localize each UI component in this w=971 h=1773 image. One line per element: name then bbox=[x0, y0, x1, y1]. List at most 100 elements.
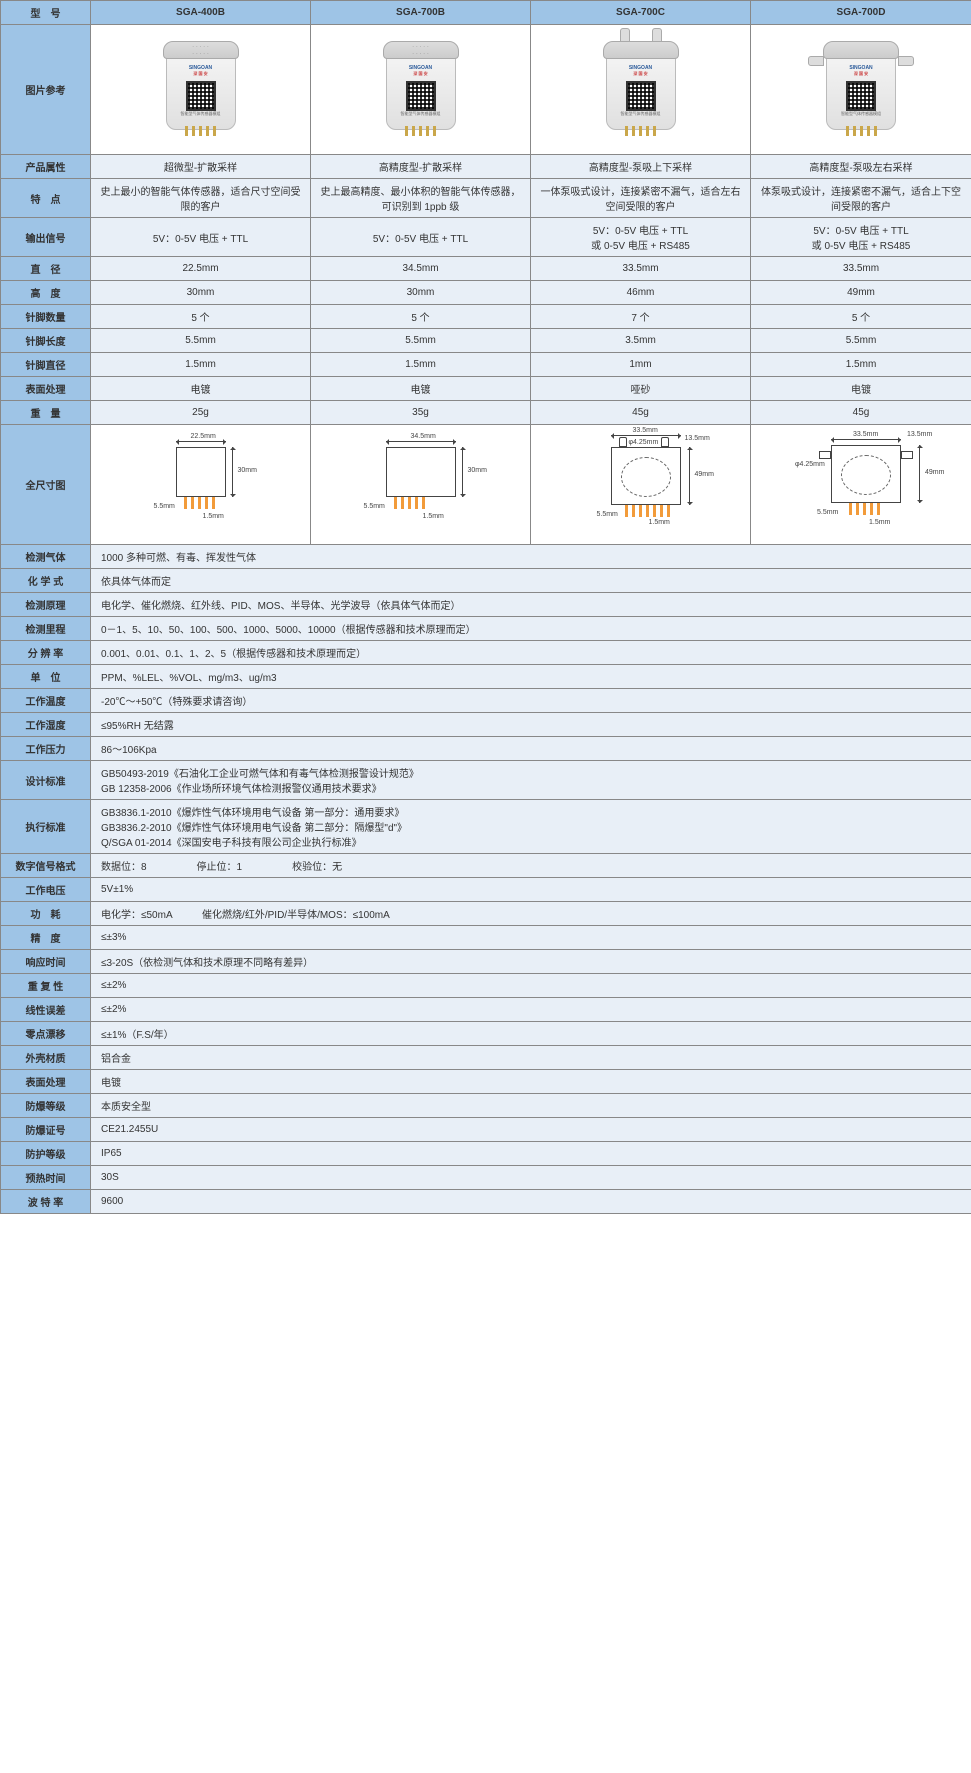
val-shared-23: IP65 bbox=[91, 1142, 971, 1166]
val-shared-1: 依具体气体而定 bbox=[91, 569, 971, 593]
label-shared-7: 工作湿度 bbox=[1, 713, 91, 737]
val-shared-9: GB50493-2019《石油化工企业可燃气体和有毒气体检测报警设计规范》GB … bbox=[91, 761, 971, 800]
val-cmp-7-1: 1.5mm bbox=[311, 353, 531, 377]
val-cmp-4-3: 49mm bbox=[751, 281, 971, 305]
label-image: 图片参考 bbox=[1, 25, 91, 155]
val-cmp-0-3: 高精度型-泵吸左右采样 bbox=[751, 155, 971, 179]
val-shared-22: CE21.2455U bbox=[91, 1118, 971, 1142]
label-dimension: 全尺寸图 bbox=[1, 425, 91, 545]
label-cmp-8: 表面处理 bbox=[1, 377, 91, 401]
model-header-0: SGA-400B bbox=[91, 1, 311, 25]
val-cmp-3-1: 34.5mm bbox=[311, 257, 531, 281]
label-shared-8: 工作压力 bbox=[1, 737, 91, 761]
val-shared-7: ≤95%RH 无结露 bbox=[91, 713, 971, 737]
val-cmp-1-1: 史上最高精度、最小体积的智能气体传感器，可识别到 1ppb 级 bbox=[311, 179, 531, 218]
dim-cell-1: 34.5mm 30mm 5.5mm 1.5mm bbox=[311, 425, 531, 545]
val-cmp-5-2: 7 个 bbox=[531, 305, 751, 329]
image-cell-2: SINGOAN深 国 安 智能型气体传感器模组 bbox=[531, 25, 751, 155]
label-cmp-4: 高 度 bbox=[1, 281, 91, 305]
label-shared-15: 响应时间 bbox=[1, 950, 91, 974]
label-shared-16: 重 复 性 bbox=[1, 974, 91, 998]
dim-cell-2: 33.5mm φ4.25mm 13.5mm 49mm 5.5mm 1.5mm bbox=[531, 425, 751, 545]
val-cmp-7-2: 1mm bbox=[531, 353, 751, 377]
product-image-1: SINGOAN深 国 安 智能型气体传感器模组 bbox=[386, 50, 456, 130]
val-shared-14: ≤±3% bbox=[91, 926, 971, 950]
val-cmp-3-3: 33.5mm bbox=[751, 257, 971, 281]
val-shared-11: 数据位：8 停止位：1 校验位：无 bbox=[91, 854, 971, 878]
val-cmp-6-0: 5.5mm bbox=[91, 329, 311, 353]
val-cmp-9-1: 35g bbox=[311, 401, 531, 425]
val-cmp-8-3: 电镀 bbox=[751, 377, 971, 401]
val-shared-3: 0－1、5、10、50、100、500、1000、5000、10000（根据传感… bbox=[91, 617, 971, 641]
image-cell-3: SINGOAN深 国 安 智能型气体传感器模组 bbox=[751, 25, 971, 155]
dim-cell-3: 33.5mm 13.5mm φ4.25mm 49mm 5.5mm 1.5mm bbox=[751, 425, 971, 545]
label-shared-20: 表面处理 bbox=[1, 1070, 91, 1094]
label-shared-18: 零点漂移 bbox=[1, 1022, 91, 1046]
product-image-0: SINGOAN深 国 安 智能型气体传感器模组 bbox=[166, 50, 236, 130]
val-cmp-2-2: 5V：0-5V 电压 + TTL或 0-5V 电压 + RS485 bbox=[531, 218, 751, 257]
val-cmp-8-0: 电镀 bbox=[91, 377, 311, 401]
val-cmp-7-3: 1.5mm bbox=[751, 353, 971, 377]
label-cmp-7: 针脚直径 bbox=[1, 353, 91, 377]
label-model: 型 号 bbox=[1, 1, 91, 25]
val-shared-5: PPM、%LEL、%VOL、mg/m3、ug/m3 bbox=[91, 665, 971, 689]
val-shared-16: ≤±2% bbox=[91, 974, 971, 998]
val-shared-6: -20℃～+50℃（特殊要求请咨询） bbox=[91, 689, 971, 713]
val-cmp-4-1: 30mm bbox=[311, 281, 531, 305]
product-image-2: SINGOAN深 国 安 智能型气体传感器模组 bbox=[606, 50, 676, 130]
val-cmp-5-1: 5 个 bbox=[311, 305, 531, 329]
val-shared-19: 铝合金 bbox=[91, 1046, 971, 1070]
label-shared-19: 外壳材质 bbox=[1, 1046, 91, 1070]
val-cmp-2-3: 5V：0-5V 电压 + TTL或 0-5V 电压 + RS485 bbox=[751, 218, 971, 257]
label-cmp-2: 输出信号 bbox=[1, 218, 91, 257]
label-shared-2: 检测原理 bbox=[1, 593, 91, 617]
label-cmp-3: 直 径 bbox=[1, 257, 91, 281]
label-shared-9: 设计标准 bbox=[1, 761, 91, 800]
val-shared-25: 9600 bbox=[91, 1190, 971, 1214]
val-shared-0: 1000 多种可燃、有毒、挥发性气体 bbox=[91, 545, 971, 569]
label-shared-24: 预热时间 bbox=[1, 1166, 91, 1190]
model-header-3: SGA-700D bbox=[751, 1, 971, 25]
val-shared-4: 0.001、0.01、0.1、1、2、5（根据传感器和技术原理而定） bbox=[91, 641, 971, 665]
val-cmp-6-3: 5.5mm bbox=[751, 329, 971, 353]
val-shared-8: 86～106Kpa bbox=[91, 737, 971, 761]
spec-table: 型 号SGA-400BSGA-700BSGA-700CSGA-700D图片参考 … bbox=[0, 0, 971, 1214]
dim-cell-0: 22.5mm 30mm 5.5mm 1.5mm bbox=[91, 425, 311, 545]
image-cell-0: SINGOAN深 国 安 智能型气体传感器模组 bbox=[91, 25, 311, 155]
label-cmp-9: 重 量 bbox=[1, 401, 91, 425]
val-shared-24: 30S bbox=[91, 1166, 971, 1190]
label-shared-4: 分 辨 率 bbox=[1, 641, 91, 665]
val-cmp-4-2: 46mm bbox=[531, 281, 751, 305]
val-cmp-5-0: 5 个 bbox=[91, 305, 311, 329]
label-shared-10: 执行标准 bbox=[1, 800, 91, 854]
label-cmp-1: 特 点 bbox=[1, 179, 91, 218]
label-shared-6: 工作温度 bbox=[1, 689, 91, 713]
val-cmp-0-1: 高精度型-扩散采样 bbox=[311, 155, 531, 179]
val-cmp-1-3: 体泵吸式设计，连接紧密不漏气，适合上下空间受限的客户 bbox=[751, 179, 971, 218]
label-shared-13: 功 耗 bbox=[1, 902, 91, 926]
val-cmp-6-1: 5.5mm bbox=[311, 329, 531, 353]
product-image-3: SINGOAN深 国 安 智能型气体传感器模组 bbox=[826, 50, 896, 130]
label-shared-0: 检测气体 bbox=[1, 545, 91, 569]
label-shared-14: 精 度 bbox=[1, 926, 91, 950]
val-shared-18: ≤±1%（F.S/年） bbox=[91, 1022, 971, 1046]
label-shared-17: 线性误差 bbox=[1, 998, 91, 1022]
label-shared-25: 波 特 率 bbox=[1, 1190, 91, 1214]
val-cmp-2-1: 5V：0-5V 电压 + TTL bbox=[311, 218, 531, 257]
val-shared-13: 电化学：≤50mA 催化燃烧/红外/PID/半导体/MOS：≤100mA bbox=[91, 902, 971, 926]
label-shared-22: 防爆证号 bbox=[1, 1118, 91, 1142]
val-shared-21: 本质安全型 bbox=[91, 1094, 971, 1118]
val-cmp-6-2: 3.5mm bbox=[531, 329, 751, 353]
val-shared-15: ≤3-20S（依检测气体和技术原理不同略有差异） bbox=[91, 950, 971, 974]
val-cmp-8-1: 电镀 bbox=[311, 377, 531, 401]
val-cmp-3-2: 33.5mm bbox=[531, 257, 751, 281]
image-cell-1: SINGOAN深 国 安 智能型气体传感器模组 bbox=[311, 25, 531, 155]
label-cmp-0: 产品属性 bbox=[1, 155, 91, 179]
val-cmp-9-3: 45g bbox=[751, 401, 971, 425]
val-cmp-7-0: 1.5mm bbox=[91, 353, 311, 377]
label-shared-21: 防爆等级 bbox=[1, 1094, 91, 1118]
val-cmp-5-3: 5 个 bbox=[751, 305, 971, 329]
label-cmp-5: 针脚数量 bbox=[1, 305, 91, 329]
label-shared-1: 化 学 式 bbox=[1, 569, 91, 593]
val-cmp-1-0: 史上最小的智能气体传感器，适合尺寸空间受限的客户 bbox=[91, 179, 311, 218]
